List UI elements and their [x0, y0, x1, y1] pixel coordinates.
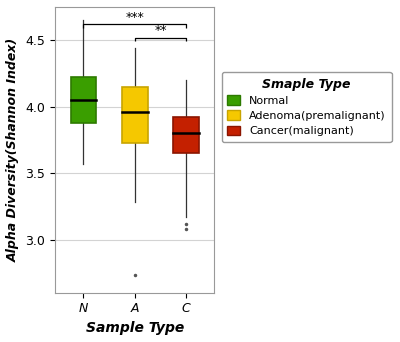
Bar [122, 87, 148, 143]
Bar [173, 117, 199, 153]
Bar [70, 77, 96, 123]
X-axis label: Sample Type: Sample Type [86, 321, 184, 335]
Y-axis label: Alpha Diversity(Shannon Index): Alpha Diversity(Shannon Index) [7, 38, 20, 262]
Text: **: ** [154, 24, 167, 37]
Text: ***: *** [125, 11, 144, 24]
Legend: Normal, Adenoma(premalignant), Cancer(malignant): Normal, Adenoma(premalignant), Cancer(ma… [222, 72, 392, 142]
